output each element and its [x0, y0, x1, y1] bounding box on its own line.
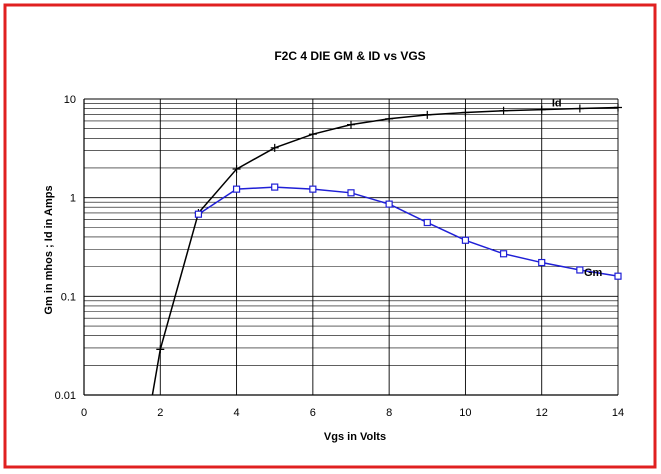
x-tick-label: 0 — [81, 407, 87, 419]
data-point-gm — [461, 236, 470, 244]
data-point-id — [461, 108, 470, 117]
data-point-id — [232, 165, 241, 174]
data-point-id — [270, 143, 279, 152]
data-point-gm — [271, 183, 279, 191]
data-point-id — [156, 345, 165, 354]
x-tick-label: 12 — [536, 407, 548, 419]
data-point-gm — [347, 189, 355, 197]
data-point-id — [537, 105, 546, 114]
data-point-id — [499, 106, 508, 115]
y-tick-label: 0.01 — [55, 390, 76, 402]
data-point-id — [385, 114, 394, 123]
data-point-id — [423, 110, 432, 119]
data-point-gm — [614, 272, 622, 280]
data-point-gm — [309, 185, 317, 193]
x-tick-label: 10 — [459, 407, 471, 419]
x-tick-label: 8 — [386, 407, 392, 419]
data-point-id — [614, 103, 622, 112]
chart-border — [3, 3, 657, 469]
y-tick-label: 1 — [70, 193, 76, 205]
data-point-id — [347, 120, 355, 129]
data-point-gm — [385, 200, 393, 208]
data-point-gm — [194, 210, 203, 218]
y-tick-label: 0.1 — [61, 291, 76, 303]
x-axis-title: Vgs in Volts — [324, 431, 386, 443]
data-point-gm — [538, 258, 546, 267]
data-point-id — [308, 130, 317, 139]
data-point-gm — [499, 250, 508, 258]
chart-title: F2C 4 DIE GM & ID vs VGS — [274, 49, 425, 63]
series-line-gm — [198, 186, 618, 277]
data-point-gm — [232, 185, 241, 193]
y-axis-title: Gm in mhos ; Id in Amps — [43, 185, 55, 314]
data-point-gm — [423, 218, 431, 227]
x-tick-label: 4 — [234, 407, 240, 419]
x-tick-label: 14 — [612, 407, 624, 419]
x-tick-label: 2 — [157, 407, 163, 419]
series-label-gm: Gm — [584, 267, 603, 279]
data-point-id — [575, 104, 584, 113]
x-tick-label: 6 — [310, 407, 316, 419]
series-line-id — [151, 106, 618, 395]
data-point-gm — [576, 266, 584, 274]
plot-area: 0 2 4 6 8 10 12 14 0.01 0.1 1 10 Id Gm — [55, 94, 625, 419]
y-tick-label: 10 — [64, 94, 76, 106]
series-label-id: Id — [552, 98, 562, 110]
